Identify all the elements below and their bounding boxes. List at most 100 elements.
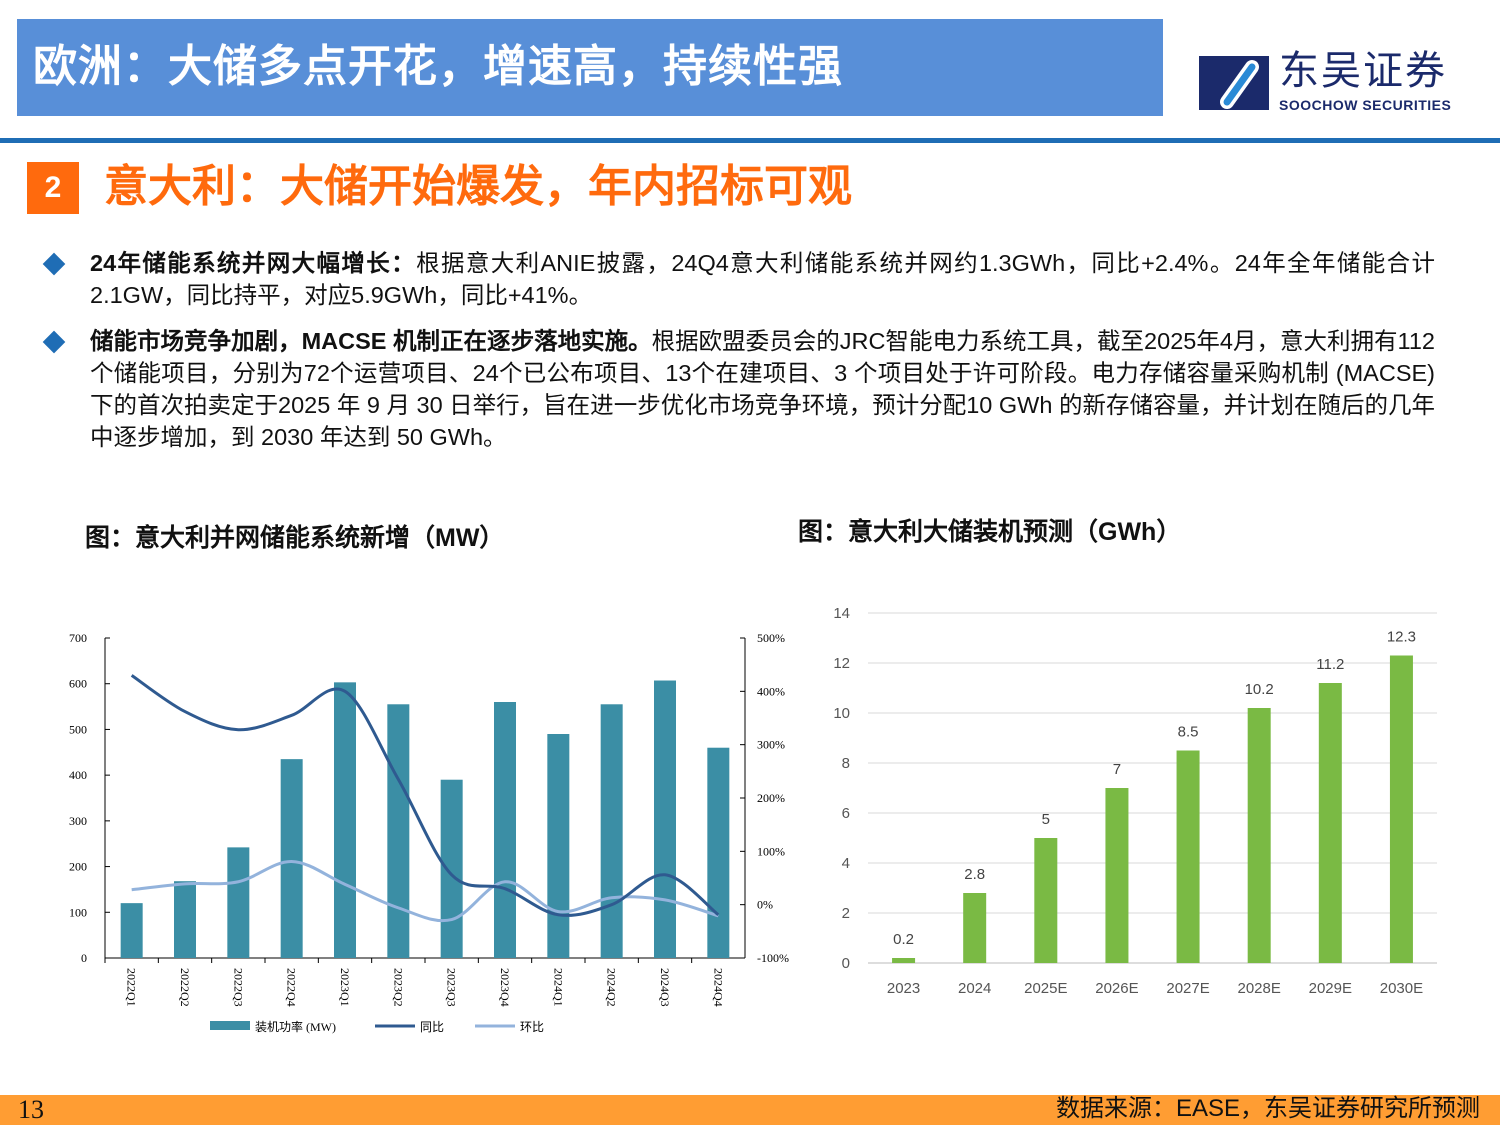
bar	[1389, 655, 1413, 963]
bar	[1176, 750, 1200, 963]
bar	[654, 680, 676, 958]
y-tick-label: 8	[842, 755, 850, 772]
divider	[0, 138, 1500, 143]
bar	[1247, 708, 1271, 963]
x-tick-label: 2023Q3	[445, 968, 459, 1007]
footer-bar	[0, 1095, 1500, 1125]
x-tick-label: 2030E	[1380, 980, 1423, 997]
y-tick-label: 4	[842, 855, 850, 872]
x-tick-label: 2028E	[1238, 980, 1281, 997]
x-tick-label: 2022Q3	[231, 968, 245, 1007]
y2-tick-label: 100%	[757, 844, 785, 858]
x-tick-label: 2024Q2	[605, 968, 619, 1007]
bar	[387, 704, 410, 958]
x-tick-label: 2024Q3	[658, 968, 672, 1007]
y-tick-label: 0	[81, 951, 87, 965]
x-tick-label: 2027E	[1166, 980, 1209, 997]
bar	[707, 747, 730, 958]
x-tick-label: 2024Q1	[551, 968, 565, 1007]
data-label: 5	[1042, 811, 1050, 828]
bar	[440, 779, 463, 958]
bar	[1034, 838, 1058, 963]
y-tick-label: 0	[842, 955, 850, 972]
y-tick-label: 10	[833, 705, 850, 722]
y2-tick-label: 500%	[757, 631, 785, 645]
legend-label: 环比	[520, 1020, 544, 1034]
data-label: 8.5	[1178, 724, 1199, 741]
y2-tick-label: 0%	[757, 898, 773, 912]
y-tick-label: 6	[842, 805, 850, 822]
bar	[174, 881, 196, 958]
y-tick-label: 100	[69, 905, 87, 919]
section-number: 2	[27, 162, 79, 214]
x-tick-label: 2024Q4	[711, 968, 725, 1007]
x-tick-label: 2022Q4	[285, 968, 299, 1007]
data-label: 11.2	[1316, 656, 1344, 673]
bar	[280, 759, 303, 958]
x-tick-label: 2023Q2	[391, 968, 405, 1007]
y-tick-label: 200	[69, 860, 87, 874]
page-number: 13	[18, 1095, 44, 1124]
bullet-1: 24年储能系统并网大幅增长：根据意大利ANIE披露，24Q4意大利储能系统并网约…	[90, 247, 1435, 311]
bar	[334, 682, 356, 958]
chart2-title: 图：意大利大储装机预测（GWh）	[798, 518, 1182, 546]
y-tick-label: 2	[842, 905, 850, 922]
bar	[600, 704, 623, 958]
header-title: 欧洲：大储多点开花，增速高，持续性强	[33, 42, 843, 91]
y-tick-label: 300	[69, 814, 87, 828]
logo: 东吴证券 SOOCHOW SECURITIES	[1197, 50, 1487, 116]
x-tick-label: 2023	[887, 980, 920, 997]
data-label: 0.2	[893, 931, 914, 948]
logo-mark-icon	[1199, 56, 1269, 110]
x-tick-label: 2022Q1	[125, 968, 139, 1007]
header-banner: 欧洲：大储多点开花，增速高，持续性强	[17, 19, 1163, 116]
y2-tick-label: 300%	[757, 738, 785, 752]
y2-tick-label: 200%	[757, 791, 785, 805]
bar	[494, 702, 516, 958]
logo-en: SOOCHOW SECURITIES	[1279, 97, 1452, 113]
y-tick-label: 12	[833, 655, 850, 672]
bar	[227, 847, 250, 958]
bar	[120, 903, 143, 958]
bullet-item: 储能市场竞争加剧，MACSE 机制正在逐步落地实施。根据欧盟委员会的JRC智能电…	[0, 325, 1435, 453]
bullet-bold: 储能市场竞争加剧，MACSE 机制正在逐步落地实施。	[90, 328, 652, 354]
bullet-diamond-icon	[42, 252, 66, 276]
legend-swatch	[210, 1021, 250, 1030]
y-tick-label: 500	[69, 722, 87, 736]
legend-label: 装机功率 (MW)	[255, 1019, 336, 1034]
bar	[1318, 683, 1342, 963]
data-label: 12.3	[1387, 629, 1416, 646]
y-tick-label: 14	[833, 605, 850, 622]
source-note: 数据来源：EASE，东吴证券研究所预测	[1055, 1095, 1480, 1122]
bullet-2: 储能市场竞争加剧，MACSE 机制正在逐步落地实施。根据欧盟委员会的JRC智能电…	[90, 325, 1435, 453]
bullet-text: 根据欧盟委员会的JRC智能电力系统工具，截至2025年4月，意大利拥有112个储…	[90, 328, 1435, 450]
bar	[892, 958, 916, 963]
logo-cn: 东吴证券	[1279, 49, 1447, 93]
bar	[963, 893, 987, 963]
chart1: 0 100 200 300 400 500 600 700 -100% 0% 100% 200% 300…	[69, 631, 789, 1034]
x-tick-label: 2023Q1	[338, 968, 352, 1007]
chart2: 0 2 4 6 8 10 12 14 0.2 2023 2.8 2024 5 2025E 7 2026E 8.5…	[833, 605, 1437, 997]
data-label: 7	[1113, 761, 1121, 778]
section-title: 意大利：大储开始爆发，年内招标可观	[104, 162, 852, 211]
bullet-diamond-icon	[42, 330, 66, 354]
y2-tick-label: 400%	[757, 684, 785, 698]
line-qoq	[131, 859, 719, 923]
x-tick-label: 2026E	[1095, 980, 1138, 997]
x-tick-label: 2022Q2	[178, 968, 192, 1007]
bullet-bold: 24年储能系统并网大幅增长：	[90, 250, 417, 276]
data-label: 10.2	[1245, 681, 1274, 698]
y-tick-label: 400	[69, 768, 87, 782]
chart1-title: 图：意大利并网储能系统新增（MW）	[85, 524, 505, 552]
bar	[547, 734, 570, 958]
bullet-item: 24年储能系统并网大幅增长：根据意大利ANIE披露，24Q4意大利储能系统并网约…	[0, 247, 1435, 311]
bullet-text: 根据意大利ANIE披露，24Q4意大利储能系统并网约1.3GWh，同比+2.4%…	[90, 250, 1435, 308]
y2-tick-label: -100%	[757, 951, 789, 965]
x-tick-label: 2023Q4	[498, 968, 512, 1007]
bar	[1105, 788, 1129, 963]
x-tick-label: 2029E	[1309, 980, 1352, 997]
y-tick-label: 600	[69, 677, 87, 691]
y-tick-label: 700	[69, 631, 87, 645]
data-label: 2.8	[964, 866, 985, 883]
bullet-list: 24年储能系统并网大幅增长：根据意大利ANIE披露，24Q4意大利储能系统并网约…	[0, 247, 1500, 467]
